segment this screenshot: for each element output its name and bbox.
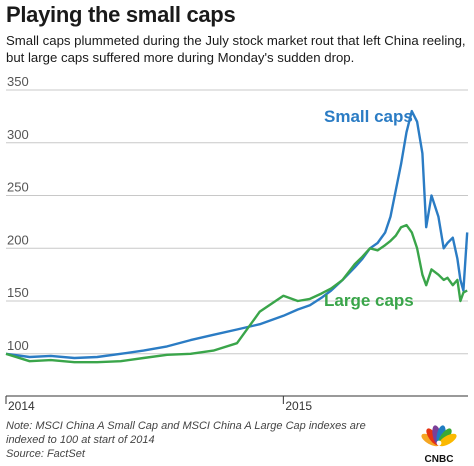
- x-tick-label: 2015: [285, 399, 312, 413]
- series-line-large: [5, 223, 468, 364]
- y-tick-label: 100: [7, 338, 29, 353]
- chart-subtitle: Small caps plummeted during the July sto…: [6, 33, 466, 65]
- source-credit: Source: FactSet: [6, 448, 85, 460]
- series-label-large: Large caps: [324, 291, 414, 310]
- y-tick-label: 300: [7, 127, 29, 142]
- peacock-body: [436, 440, 442, 446]
- y-tick-label: 200: [7, 232, 29, 247]
- y-tick-label: 250: [7, 180, 29, 195]
- series-label-small: Small caps: [324, 107, 413, 126]
- x-tick-label: 2014: [8, 399, 35, 413]
- chart-title: Playing the small caps: [6, 2, 236, 27]
- footer: Note: MSCI China A Small Cap and MSCI Ch…: [6, 419, 406, 461]
- series-lines: [5, 109, 469, 364]
- x-ticks: 2014 2015: [5, 396, 312, 413]
- peacock-feather: [438, 433, 457, 447]
- logo-wordmark: CNBC: [425, 454, 454, 464]
- y-gridlines: [6, 89, 468, 397]
- series-labels: Small caps Large caps: [324, 107, 414, 310]
- cnbc-peacock-logo: CNBC: [421, 425, 457, 464]
- series-line-small: [5, 109, 469, 360]
- y-tick-label: 350: [7, 74, 29, 89]
- line-chart: 100 150 200 250 300 350 2014 2015 Small caps La…: [5, 74, 469, 413]
- y-tick-label: 150: [7, 285, 29, 300]
- y-tick-labels: 100 150 200 250 300 350: [7, 74, 29, 353]
- footnote: Note: MSCI China A Small Cap and MSCI Ch…: [6, 420, 366, 446]
